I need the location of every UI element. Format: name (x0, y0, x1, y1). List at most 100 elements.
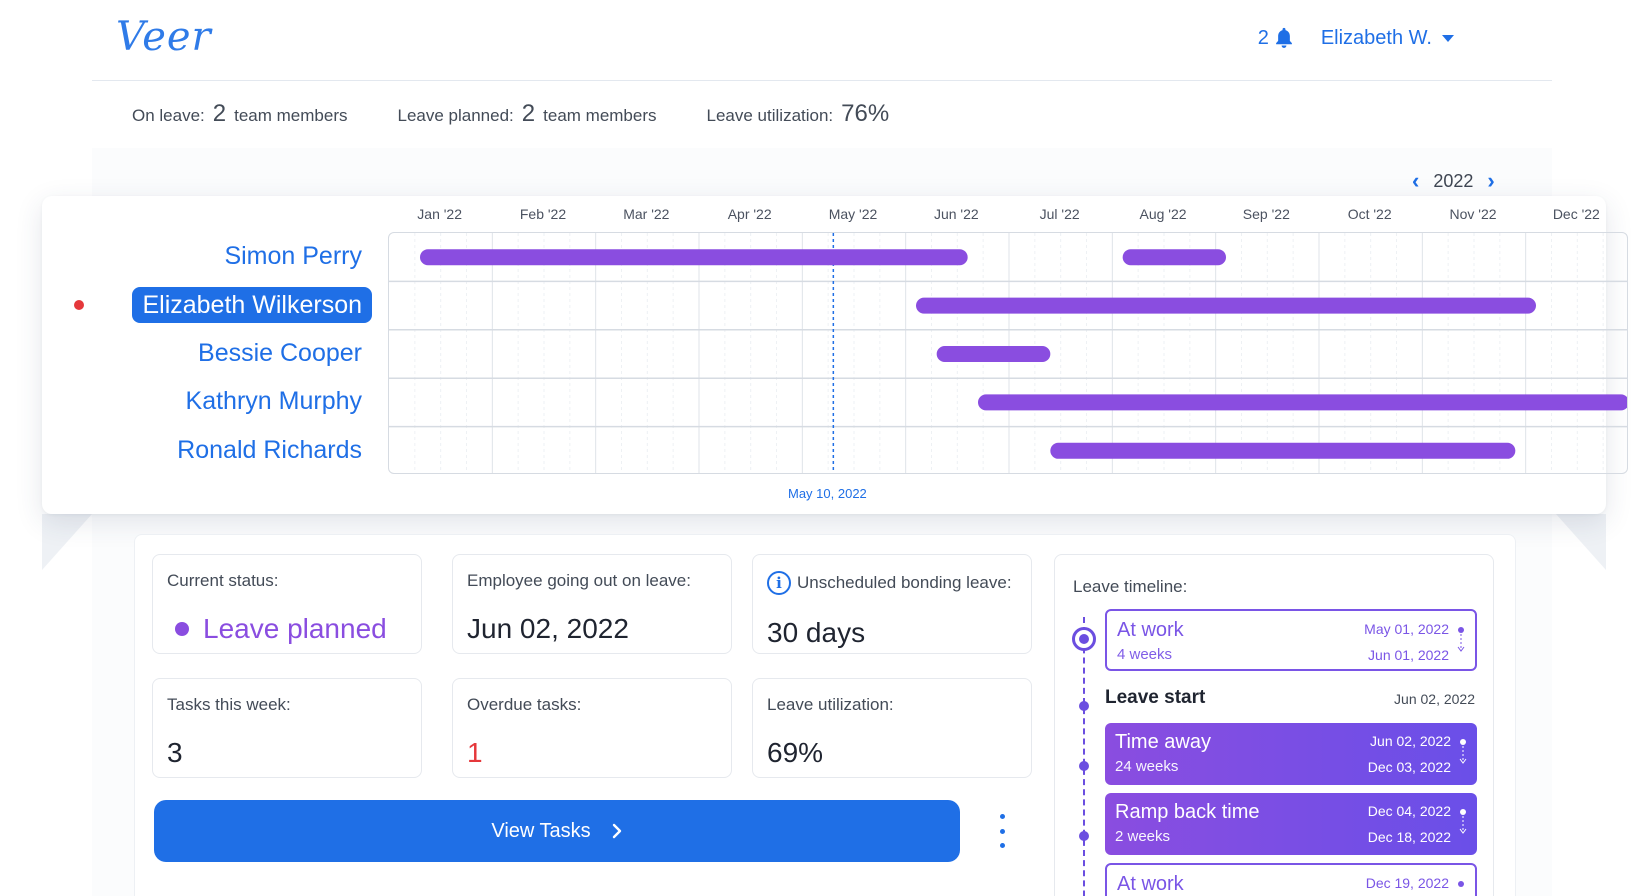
timeline-node (1079, 831, 1089, 841)
timeline-item-title: At work (1117, 619, 1184, 641)
leave-timeline-title: Leave timeline: (1073, 577, 1188, 596)
leave-timeline-card: Leave timeline: At work 4 weeks May 01, … (1054, 554, 1494, 896)
leave-start-card: Employee going out on leave: Jun 02, 202… (452, 554, 732, 654)
timeline-node (1079, 701, 1089, 711)
going-out-value: Jun 02, 2022 (467, 613, 629, 644)
timeline-connector (1083, 617, 1085, 896)
employee-name[interactable]: Elizabeth Wilkerson (132, 286, 372, 323)
today-marker-label: May 10, 2022 (788, 486, 867, 501)
overdue-value: 1 (467, 737, 483, 768)
current-status-text: Leave planned (203, 613, 387, 644)
month-label: Aug '22 (1139, 206, 1187, 222)
month-label: Feb '22 (519, 206, 567, 222)
chevron-right-icon[interactable]: › (1487, 168, 1495, 193)
notification-count: 2 (1257, 26, 1269, 49)
month-label: Sep '22 (1242, 206, 1290, 222)
info-icon[interactable]: i (767, 571, 791, 595)
timeline-item-at-work[interactable]: At work 4 weeks May 01, 2022 Jun 01, 202… (1105, 609, 1477, 671)
current-status-value: Leave planned (175, 613, 407, 645)
leave-planned-count: 2 (521, 100, 536, 127)
date-range-icon (1457, 627, 1465, 652)
leave-utilization-label: Leave utilization: (706, 106, 834, 125)
leave-planned-stat: Leave planned: 2 team members (398, 100, 657, 128)
leave-start-label: Leave start (1105, 687, 1206, 708)
bell-icon (1275, 27, 1292, 48)
leave-bar (420, 249, 968, 266)
current-position-icon (1072, 627, 1096, 651)
month-label: Dec '22 (1552, 206, 1600, 222)
chevron-left-icon[interactable]: ‹ (1412, 168, 1420, 193)
header-divider (92, 80, 1552, 81)
user-name: Elizabeth W. (1320, 26, 1432, 49)
timeline-item-ramp-back[interactable]: Ramp back time 2 weeks Dec 04, 2022 Dec … (1105, 793, 1477, 855)
leave-bar (916, 297, 1536, 314)
overdue-tasks-card: Overdue tasks: 1 (452, 678, 732, 778)
on-leave-unit: team members (234, 106, 348, 125)
tasks-week-card: Tasks this week: 3 (152, 678, 422, 778)
month-label: Jun '22 (933, 206, 979, 222)
status-dot-icon (175, 622, 189, 636)
timeline-item-duration: 4 weeks (1117, 646, 1173, 663)
bonding-label-text: Unscheduled bonding leave: (797, 573, 1012, 592)
leave-bar (1050, 442, 1516, 459)
utilization-card: Leave utilization: 69% (752, 678, 1032, 778)
current-status-label: Current status: (167, 571, 279, 590)
timeline-item-start: Dec 04, 2022 (1367, 803, 1451, 819)
timeline-item-duration: 24 weeks (1115, 758, 1179, 775)
timeline-item-title: Ramp back time (1115, 801, 1260, 823)
on-leave-stat: On leave: 2 team members (132, 100, 348, 128)
month-label: May '22 (828, 206, 878, 222)
veer-logo[interactable]: Veer (116, 14, 212, 60)
employee-list: Simon Perry Elizabeth Wilkerson Bessie Coo… (42, 232, 372, 474)
year-navigator: ‹ 2022 › (1412, 168, 1495, 194)
employee-name[interactable]: Kathryn Murphy (185, 387, 362, 416)
year-label: 2022 (1433, 170, 1474, 191)
bonding-value: 30 days (767, 617, 866, 648)
bonding-leave-card: i Unscheduled bonding leave: 30 days (752, 554, 1032, 654)
month-axis: Jan '22 Feb '22 Mar '22 Apr '22 May '22 Jun '… (388, 206, 1628, 226)
on-leave-count: 2 (212, 100, 227, 127)
selected-indicator-icon (74, 299, 84, 310)
leave-bar (1122, 249, 1226, 266)
month-label: Jul '22 (1039, 206, 1080, 222)
current-status-card: Current status: Leave planned (152, 554, 422, 654)
timeline-item-time-away[interactable]: Time away 24 weeks Jun 02, 2022 Dec 03, … (1105, 723, 1477, 785)
timeline-item-end: Dec 03, 2022 (1367, 759, 1451, 775)
timeline-item-title: Time away (1115, 731, 1211, 753)
employee-name[interactable]: Ronald Richards (177, 435, 362, 464)
user-menu[interactable]: Elizabeth W. (1321, 27, 1454, 50)
employee-name[interactable]: Simon Perry (224, 242, 362, 271)
leave-gantt-card: Jan '22 Feb '22 Mar '22 Apr '22 May '22 Jun '… (42, 196, 1628, 514)
view-tasks-button[interactable]: View Tasks (154, 800, 960, 862)
bonding-label: i Unscheduled bonding leave: (767, 571, 1017, 595)
header-right: 2 Elizabeth W. (1258, 26, 1454, 50)
summary-bar: On leave: 2 team members Leave planned: … (132, 100, 889, 128)
date-range-icon (1459, 809, 1467, 834)
timeline-item-at-work[interactable]: At work Dec 19, 2022 (1105, 863, 1477, 896)
month-label: Apr '22 (727, 206, 772, 222)
more-options-icon[interactable] (992, 814, 1012, 848)
date-range-icon (1459, 739, 1467, 764)
card-fold-right (1556, 514, 1606, 570)
leave-start-date: Jun 02, 2022 (1394, 691, 1475, 707)
employee-name[interactable]: Bessie Cooper (198, 339, 362, 367)
tasks-week-label: Tasks this week: (167, 695, 291, 714)
tasks-week-value: 3 (167, 737, 183, 768)
month-label: Jan '22 (417, 206, 463, 222)
timeline-item-start: May 01, 2022 (1364, 621, 1449, 637)
leave-utilization-stat: Leave utilization: 76% (707, 100, 890, 128)
notifications-button[interactable]: 2 (1258, 26, 1295, 50)
on-leave-label: On leave: (132, 106, 205, 125)
view-tasks-label: View Tasks (491, 819, 591, 842)
leave-bar (978, 394, 1627, 411)
month-label: Nov '22 (1449, 206, 1497, 222)
leave-planned-unit: team members (543, 106, 657, 125)
month-label: Mar '22 (623, 206, 670, 222)
timeline-item-end: Jun 01, 2022 (1368, 647, 1449, 663)
card-fold-left (42, 514, 92, 570)
utilization-label: Leave utilization: (767, 695, 894, 714)
leave-bar (936, 346, 1051, 362)
timeline-item-title: At work (1117, 873, 1184, 895)
leave-planned-label: Leave planned: (397, 106, 514, 125)
